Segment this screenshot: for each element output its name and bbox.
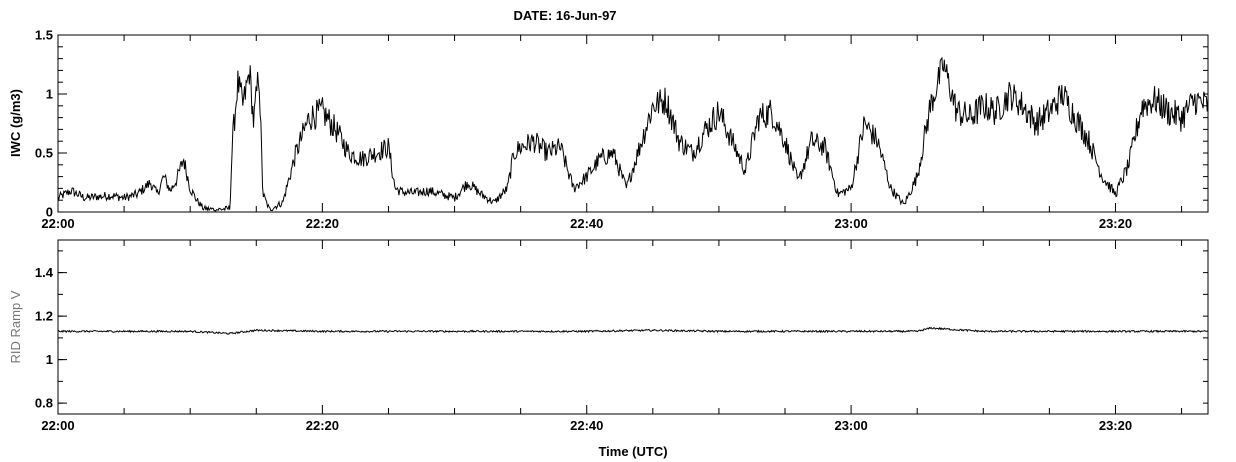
rid-y-tick-label: 1 <box>46 352 53 367</box>
rid-x-tick-label: 23:00 <box>834 418 867 433</box>
rid-series-line <box>57 326 1209 335</box>
rid-ramp-panel: 0.8 1 1.2 1.4 22:00 22:20 22:40 23:00 23:20 RID… <box>8 239 1209 433</box>
rid-axis-ticks <box>57 240 1208 414</box>
iwc-series-line-group <box>57 56 1209 212</box>
rid-y-tick-label: 1.2 <box>35 309 53 324</box>
rid-x-tick-label: 22:20 <box>306 418 339 433</box>
iwc-series-line <box>57 56 1209 212</box>
rid-series-line-group <box>57 326 1209 335</box>
rid-x-tick-label: 23:20 <box>1099 418 1132 433</box>
iwc-x-tick-labels: 22:00 22:20 22:40 23:00 23:20 <box>41 216 1132 231</box>
rid-y-axis-label: RID Ramp V <box>8 290 23 363</box>
iwc-y-tick-label: 1 <box>46 87 53 102</box>
iwc-panel: 0 0.5 1 1.5 22:00 22:20 22:40 23:00 23:20 IWC (… <box>8 28 1209 231</box>
iwc-y-tick-labels: 0 0.5 1 1.5 <box>35 28 53 220</box>
iwc-x-tick-label: 22:20 <box>306 216 339 231</box>
iwc-x-tick-label: 23:20 <box>1099 216 1132 231</box>
iwc-x-tick-label: 22:40 <box>570 216 603 231</box>
rid-x-tick-labels: 22:00 22:20 22:40 23:00 23:20 <box>41 418 1132 433</box>
iwc-y-tick-label: 0.5 <box>35 146 53 161</box>
rid-y-tick-label: 1.4 <box>35 265 54 280</box>
rid-x-tick-label: 22:00 <box>41 418 74 433</box>
iwc-x-tick-label: 23:00 <box>834 216 867 231</box>
x-axis-label: Time (UTC) <box>598 444 667 459</box>
iwc-plot-frame <box>57 34 1209 213</box>
rid-y-tick-labels: 0.8 1 1.2 1.4 <box>35 265 54 411</box>
rid-x-tick-label: 22:40 <box>570 418 603 433</box>
rid-y-tick-label: 0.8 <box>35 396 53 411</box>
iwc-y-axis-label: IWC (g/m3) <box>8 89 23 157</box>
iwc-x-tick-label: 22:00 <box>41 216 74 231</box>
date-label: DATE: 16-Jun-97 <box>513 8 616 23</box>
iwc-y-tick-label: 1.5 <box>35 28 53 43</box>
rid-plot-frame <box>57 239 1209 415</box>
iwc-y-tick-label: 0 <box>46 205 53 220</box>
